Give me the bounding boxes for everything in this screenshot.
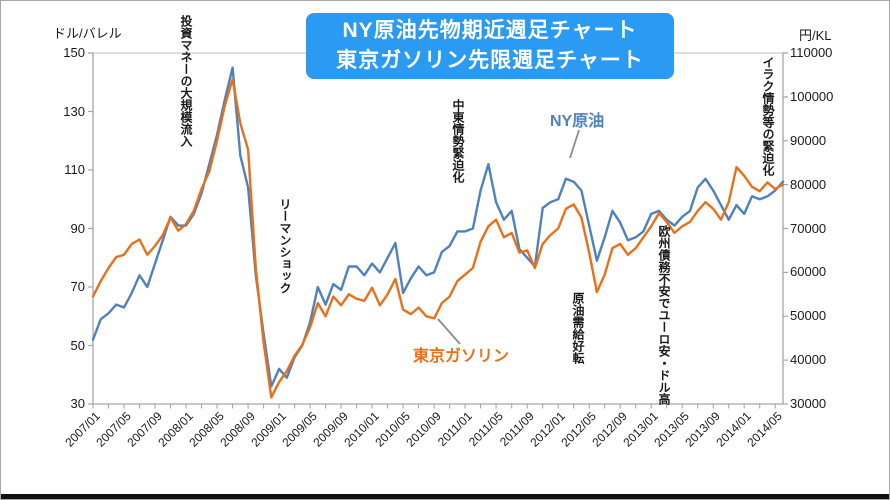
right-axis-tick-label: 90000	[790, 132, 827, 148]
right-axis-tick-label: 80000	[790, 176, 827, 192]
annotation-vertical-text: イラク情勢等の緊迫化	[760, 56, 775, 176]
leader-line	[569, 129, 580, 159]
left-axis-tick-label: 90	[70, 220, 85, 236]
right-axis-unit: 円/KL	[799, 28, 832, 43]
annotation-vertical-text: 原油需給好転	[570, 292, 585, 364]
left-axis-tick-label: 30	[70, 396, 85, 411]
chart-title-line1: NY原油先物期近週足チャート	[342, 19, 638, 42]
annotation-vertical-text: 欧州債務不安でユーロ安・ドル高	[656, 225, 671, 405]
tokyo-gasoline-line	[91, 78, 785, 399]
annotation-vertical-text: 中東情勢緊迫化	[450, 99, 465, 183]
ny-crude-line	[91, 66, 785, 388]
annotation-vertical-text: リーマンショック	[277, 198, 292, 294]
right-axis-tick-label: 30000	[790, 396, 827, 411]
left-axis-tick-label: 110	[64, 162, 85, 177]
left-axis-tick-label: 70	[70, 279, 85, 294]
right-axis-tick-label: 110000	[790, 45, 833, 60]
right-axis-tick-label: 60000	[790, 264, 827, 280]
left-axis-tick-label: 130	[63, 103, 85, 119]
chart-title-line2: 東京ガソリン先限週足チャート	[336, 49, 644, 72]
left-axis-unit: ドル/バレル	[53, 26, 122, 41]
right-axis-tick-label: 40000	[790, 352, 827, 368]
chart-title: NY原油先物期近週足チャート 東京ガソリン先限週足チャート	[306, 13, 674, 79]
bottom-bar	[1, 494, 889, 499]
right-axis-tick-label: 70000	[790, 220, 827, 236]
left-axis-tick-label: 50	[70, 337, 85, 353]
leader-line	[437, 318, 461, 345]
right-axis-tick-label: 100000	[790, 88, 834, 104]
tokyo-gasoline-series-label: 東京ガソリン	[413, 348, 510, 365]
left-axis-tick-label: 150	[63, 45, 85, 60]
ny-crude-series-label: NY原油	[550, 113, 605, 130]
annotation-vertical-text: 投資マネーの大規模流入	[178, 15, 193, 147]
right-axis-tick-label: 50000	[790, 308, 827, 324]
